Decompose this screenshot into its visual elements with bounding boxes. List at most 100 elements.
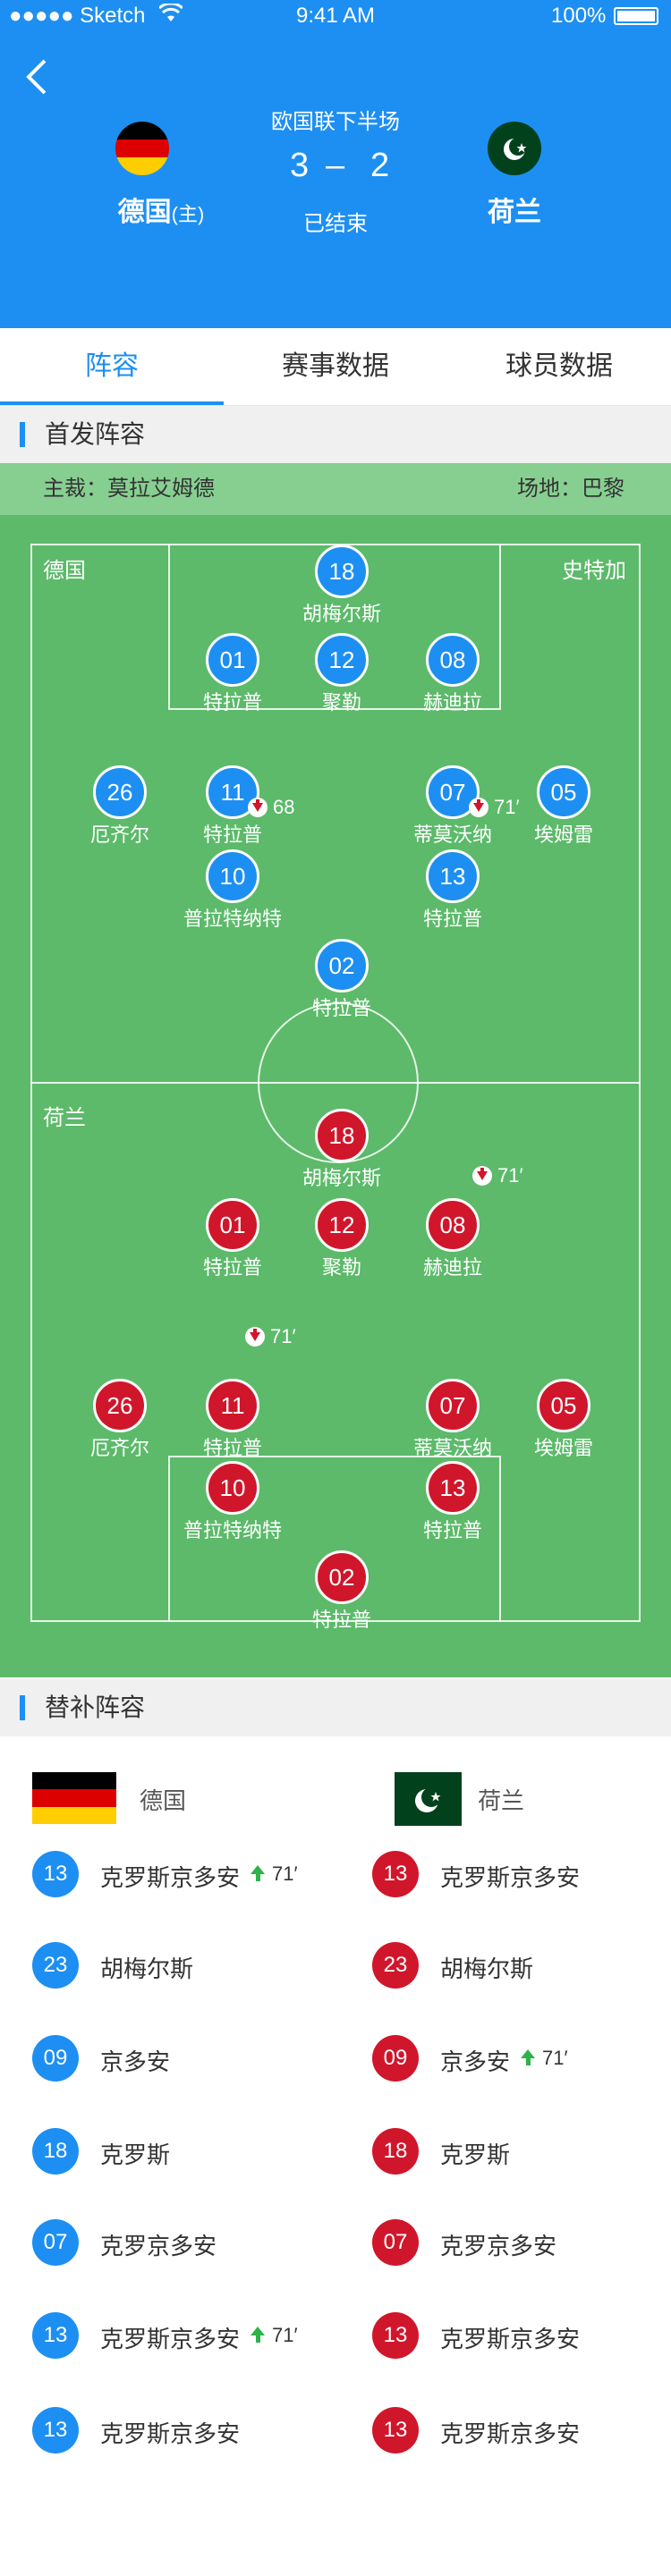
away-player-3-number[interactable]: 12 — [315, 1198, 369, 1252]
home-player-6-number[interactable]: 11 — [206, 765, 259, 819]
home-sub-3-name[interactable]: 京多安 — [100, 2048, 171, 2075]
away-player-1-number[interactable]: 18 — [315, 1109, 369, 1162]
home-sub-2-number[interactable]: 23 — [32, 1942, 79, 1989]
away-player-10-name: 特拉普 — [422, 1519, 482, 1541]
away-player-8-number[interactable]: 05 — [537, 1379, 590, 1432]
home-player-4-number[interactable]: 08 — [426, 633, 480, 687]
away-player-5-name: 厄齐尔 — [89, 1437, 149, 1459]
sub-out-icon — [245, 1327, 265, 1347]
home-sub-6-name[interactable]: 克罗斯京多安 — [100, 2326, 241, 2352]
sub-in-arrow-stem — [255, 1874, 260, 1881]
away-sub-3-name[interactable]: 京多安 — [440, 2048, 511, 2075]
score-home: 3 — [290, 147, 310, 184]
pitch: 德国 史特加 荷兰 18 胡梅尔斯 01 特拉普 12 聚勒 08 赫迪拉 26 厄齐尔 11 特拉普… — [0, 515, 671, 1677]
home-player-11-number[interactable]: 02 — [315, 939, 369, 992]
away-sub-1-number[interactable]: 13 — [372, 1851, 419, 1897]
away-player-4-number[interactable]: 08 — [426, 1198, 480, 1252]
away-player-9-number[interactable]: 10 — [206, 1461, 259, 1515]
away-sub-1-name[interactable]: 克罗斯京多安 — [440, 1864, 581, 1891]
home-player-1-number[interactable]: 18 — [315, 545, 369, 598]
subs-section-header: 替补阵容 — [0, 1679, 671, 1736]
pitch-away-label: 荷兰 — [43, 1106, 86, 1130]
bottom-penalty-box — [168, 1456, 501, 1622]
home-sub-2-name[interactable]: 胡梅尔斯 — [100, 1955, 194, 1982]
venue-text: 场地：巴黎 — [517, 477, 624, 501]
home-player-7-number[interactable]: 07 — [426, 765, 480, 819]
sub-out-icon — [248, 798, 268, 817]
match-status: 已结束 — [303, 212, 368, 236]
pakistan-flag-icon — [488, 122, 541, 175]
away-player-4-name: 赫迪拉 — [422, 1256, 482, 1279]
score-separator: – — [326, 147, 345, 184]
home-player-5-number[interactable]: 26 — [93, 765, 147, 819]
wifi-icon — [157, 2, 184, 27]
away-sub-2-name[interactable]: 胡梅尔斯 — [440, 1955, 534, 1982]
away-player-2-number[interactable]: 01 — [206, 1198, 259, 1252]
tab-player-stats[interactable]: 球员数据 — [505, 351, 613, 381]
home-sub-3-number[interactable]: 09 — [32, 2035, 79, 2082]
home-player-6-sub-time: 68 — [273, 796, 295, 818]
away-player-10-number[interactable]: 13 — [426, 1461, 480, 1515]
home-sub-1-number[interactable]: 13 — [32, 1851, 79, 1897]
away-sub-7-number[interactable]: 13 — [372, 2407, 419, 2454]
away-sub-time-1: 71′ — [497, 1164, 523, 1187]
tab-match-stats[interactable]: 赛事数据 — [282, 351, 389, 381]
home-sub-5-number[interactable]: 07 — [32, 2219, 79, 2266]
subs-home-flag-icon — [32, 1772, 116, 1824]
away-player-7-name: 蒂莫沃纳 — [412, 1437, 492, 1459]
lineup-section-title: 首发阵容 — [45, 420, 146, 448]
away-sub-6-number[interactable]: 13 — [372, 2312, 419, 2359]
back-arrow-icon[interactable] — [23, 57, 50, 97]
home-sub-6-number[interactable]: 13 — [32, 2312, 79, 2359]
sub-out-icon — [472, 1166, 492, 1186]
match-stage: 欧国联下半场 — [271, 110, 400, 134]
pitch-right-label: 史特加 — [562, 559, 626, 583]
away-sub-4-name[interactable]: 克罗斯 — [440, 2141, 511, 2168]
battery-icon — [614, 7, 658, 25]
away-player-3-name: 聚勒 — [321, 1256, 361, 1279]
germany-flag-icon — [115, 122, 169, 175]
lineup-section-header: 首发阵容 — [0, 406, 671, 463]
home-player-2-number[interactable]: 01 — [206, 633, 259, 687]
home-player-10-name: 特拉普 — [422, 908, 482, 930]
score-away: 2 — [370, 147, 390, 184]
home-player-7-sub-time: 71′ — [494, 796, 520, 818]
subs-home-team: 德国 — [140, 1787, 187, 1814]
home-player-9-number[interactable]: 10 — [206, 849, 259, 903]
tab-lineup[interactable]: 阵容 — [85, 351, 139, 381]
home-sub-4-number[interactable]: 18 — [32, 2128, 79, 2175]
home-player-10-number[interactable]: 13 — [426, 849, 480, 903]
home-sub-7-number[interactable]: 13 — [32, 2407, 79, 2454]
away-sub-2-number[interactable]: 23 — [372, 1942, 419, 1989]
home-player-9-name: 普拉特纳特 — [183, 908, 282, 930]
status-time: 9:41 AM — [295, 4, 376, 28]
home-sub-1-name[interactable]: 克罗斯京多安 — [100, 1864, 241, 1891]
home-sub-4-name[interactable]: 克罗斯 — [100, 2141, 171, 2168]
away-player-6-number[interactable]: 11 — [206, 1379, 259, 1432]
away-player-5-number[interactable]: 26 — [93, 1379, 147, 1432]
match-info-bar: 主裁：莫拉艾姆德 场地：巴黎 — [0, 463, 671, 515]
away-player-6-name: 特拉普 — [202, 1437, 262, 1459]
away-sub-7-name[interactable]: 克罗斯京多安 — [440, 2420, 581, 2447]
home-player-8-number[interactable]: 05 — [537, 765, 590, 819]
home-team-name: 德国(主) — [81, 190, 242, 229]
away-sub-5-number[interactable]: 07 — [372, 2219, 419, 2266]
tab-indicator — [0, 401, 224, 405]
home-sub-5-name[interactable]: 克罗京多安 — [100, 2233, 217, 2259]
away-sub-6-name[interactable]: 克罗斯京多安 — [440, 2326, 581, 2352]
away-sub-4-number[interactable]: 18 — [372, 2128, 419, 2175]
home-team-label: 德国 — [117, 198, 172, 227]
away-player-11-number[interactable]: 02 — [315, 1550, 369, 1604]
sub-in-arrow-stem — [255, 2335, 260, 2343]
away-player-7-number[interactable]: 07 — [426, 1379, 480, 1432]
match-header: ●●●●● Sketch 9:41 AM 100% 德国(主) 欧国联下半场 3… — [0, 0, 671, 328]
home-player-3-number[interactable]: 12 — [315, 633, 369, 687]
home-player-3-name: 聚勒 — [321, 691, 361, 714]
score: 3 – 2 — [277, 147, 394, 186]
sub-out-icon — [469, 798, 488, 817]
away-sub-5-name[interactable]: 克罗京多安 — [440, 2233, 557, 2259]
center-circle — [258, 1002, 419, 1163]
away-sub-3-number[interactable]: 09 — [372, 2035, 419, 2082]
sub-in-arrow-icon — [521, 2049, 535, 2058]
home-sub-7-name[interactable]: 克罗斯京多安 — [100, 2420, 241, 2447]
